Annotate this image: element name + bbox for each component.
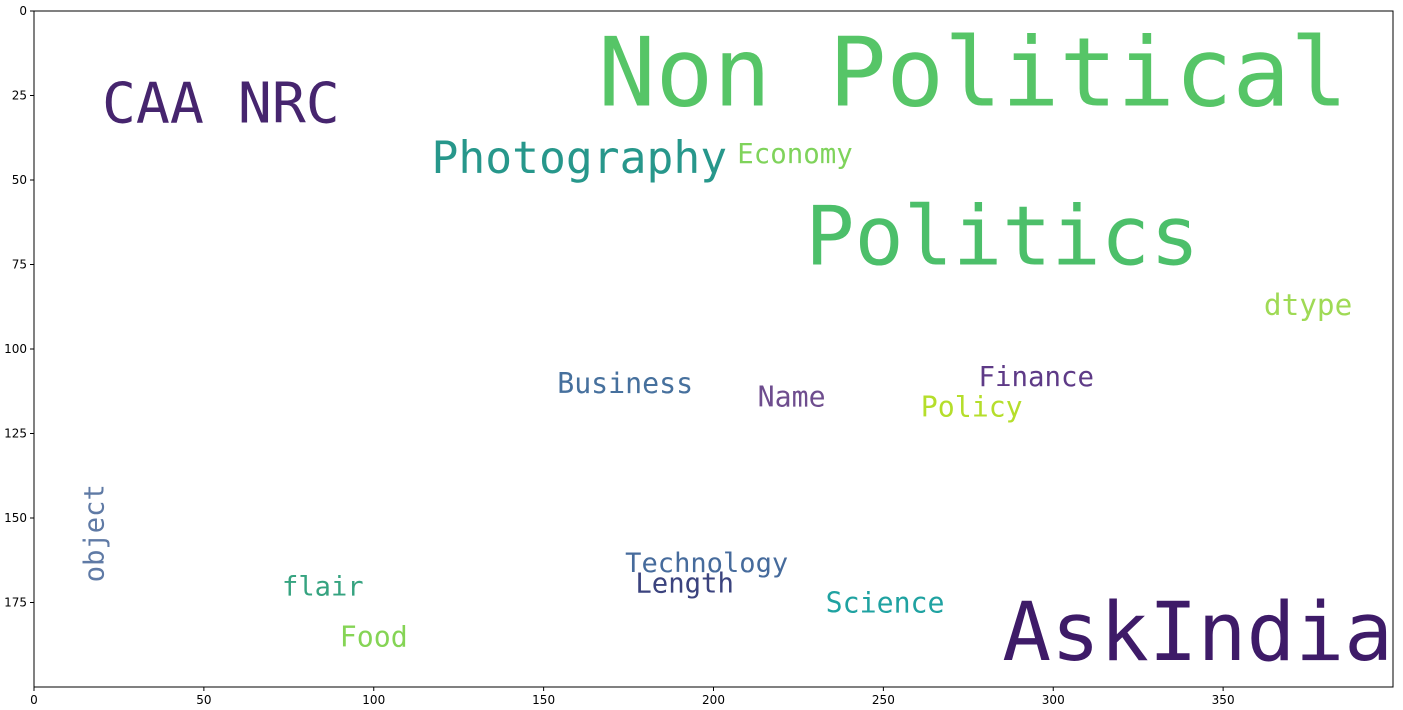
y-tick-label: 175: [4, 596, 27, 610]
x-tick-label: 200: [702, 693, 725, 707]
y-tick-label: 125: [4, 427, 27, 441]
word-finance: Finance: [979, 362, 1095, 393]
y-tick-label: 75: [12, 258, 27, 272]
word-economy: Economy: [737, 139, 853, 170]
y-tick-label: 25: [12, 89, 27, 103]
word-technology: Technology: [625, 548, 788, 579]
y-tick-label: 150: [4, 511, 27, 525]
word-askindia: AskIndia: [1002, 586, 1393, 680]
word-dtype: dtype: [1264, 288, 1352, 322]
y-tick-label: 50: [12, 173, 27, 187]
word-photography: Photography: [432, 132, 728, 184]
word-non-political: Non Political: [598, 17, 1348, 129]
x-tick-label: 100: [362, 693, 385, 707]
x-tick-label: 0: [30, 693, 38, 707]
word-policy: Policy: [921, 391, 1023, 424]
plot-area: [33, 10, 1394, 688]
x-tick-label: 300: [1042, 693, 1065, 707]
word-object: object: [80, 484, 111, 582]
word-politics: Politics: [805, 190, 1199, 285]
word-business: Business: [557, 367, 693, 400]
y-axis: 0 25 50 75 100 125 150 175: [4, 4, 34, 610]
y-tick-label: 0: [19, 4, 27, 18]
word-science: Science: [826, 587, 945, 620]
x-tick-label: 50: [196, 693, 211, 707]
x-tick-label: 350: [1212, 693, 1235, 707]
word-name: Name: [758, 380, 826, 413]
x-tick-label: 250: [872, 693, 895, 707]
word-length: Length: [635, 568, 734, 599]
word-food: Food: [340, 620, 408, 653]
word-caa-nrc: CAA NRC: [102, 72, 340, 137]
y-tick-label: 100: [4, 342, 27, 356]
word-flair: flair: [282, 572, 364, 603]
x-tick-label: 150: [532, 693, 555, 707]
x-axis: 0 50 100 150 200 250 300 350: [30, 687, 1235, 707]
word-layer: Non Political CAA NRC Photography Economy Po…: [80, 17, 1393, 680]
